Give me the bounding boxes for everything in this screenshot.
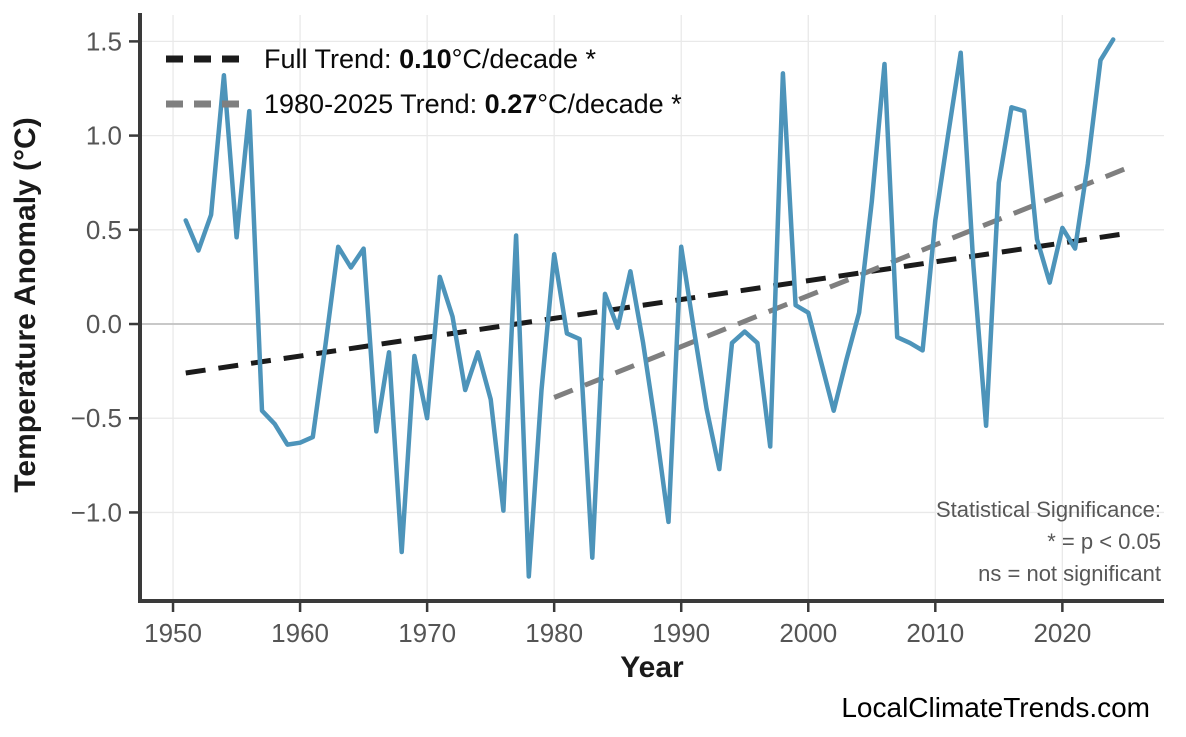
recent-trend-line — [553, 164, 1132, 400]
watermark: LocalClimateTrends.com — [841, 692, 1150, 723]
legend-label-recent-trend: 1980-2025 Trend: 0.27°C/decade * — [264, 88, 682, 119]
significance-note-line2: * = p < 0.05 — [1047, 529, 1161, 554]
x-tick-label-2020: 2020 — [1033, 618, 1091, 648]
significance-note-line3: ns = not significant — [978, 561, 1161, 586]
y-axis-title: Temperature Anomaly (°C) — [9, 117, 42, 493]
recent-trend-dash-swatch — [166, 100, 240, 108]
legend-item-recent-trend: 1980-2025 Trend: 0.27°C/decade * — [164, 89, 682, 119]
anomaly-line — [183, 37, 1116, 579]
significance-note: Statistical Significance: * = p < 0.05 n… — [936, 494, 1161, 590]
x-tick-label-1980: 1980 — [525, 618, 583, 648]
significance-note-line1: Statistical Significance: — [936, 497, 1161, 522]
x-tick-label-1970: 1970 — [398, 618, 456, 648]
legend-label-full-trend: Full Trend: 0.10°C/decade * — [264, 43, 597, 74]
full-trend-dash-swatch — [166, 55, 240, 63]
y-tick-label-0.0: 0.0 — [86, 309, 122, 339]
x-tick-label-1960: 1960 — [271, 618, 329, 648]
y-tick-label-1.0: 1.0 — [86, 121, 122, 151]
x-tick-label-1990: 1990 — [652, 618, 710, 648]
full-trend-line — [185, 231, 1122, 376]
legend-item-full-trend: Full Trend: 0.10°C/decade * — [164, 44, 682, 74]
x-tick-label-2010: 2010 — [906, 618, 964, 648]
y-tick-label-1.5: 1.5 — [86, 26, 122, 56]
legend: Full Trend: 0.10°C/decade * 1980-2025 Tr… — [164, 44, 682, 119]
x-axis-title: Year — [620, 651, 684, 684]
y-tick-label-0.5: 0.5 — [86, 215, 122, 245]
y-tick-label-−0.5: −0.5 — [71, 403, 122, 433]
x-tick-label-1950: 1950 — [144, 618, 202, 648]
x-tick-label-2000: 2000 — [779, 618, 837, 648]
y-tick-label-−1.0: −1.0 — [71, 497, 122, 527]
